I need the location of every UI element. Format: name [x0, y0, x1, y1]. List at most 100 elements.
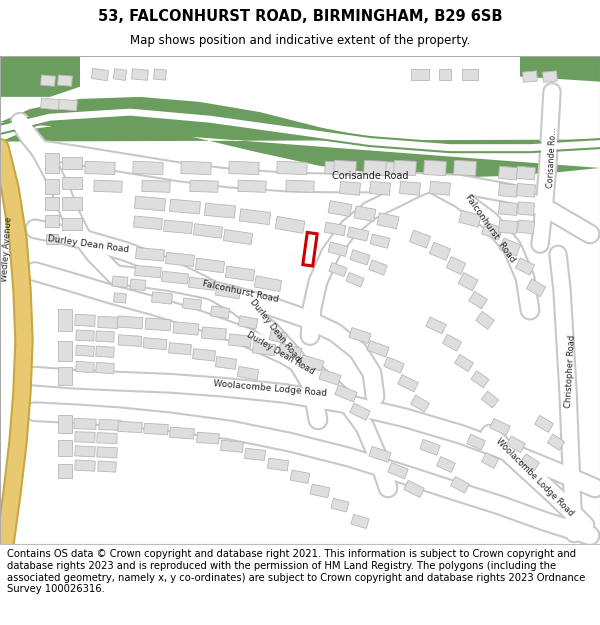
Polygon shape — [229, 334, 251, 348]
Polygon shape — [410, 395, 430, 412]
Polygon shape — [59, 99, 77, 111]
Polygon shape — [45, 214, 59, 227]
Polygon shape — [131, 69, 148, 80]
Polygon shape — [181, 161, 211, 174]
Polygon shape — [328, 201, 352, 216]
Polygon shape — [197, 432, 220, 444]
Polygon shape — [409, 230, 431, 248]
Polygon shape — [394, 160, 416, 176]
Polygon shape — [188, 277, 215, 291]
Polygon shape — [58, 75, 73, 86]
Polygon shape — [205, 203, 235, 218]
Polygon shape — [354, 206, 376, 221]
Polygon shape — [238, 316, 258, 329]
Polygon shape — [481, 452, 499, 468]
Polygon shape — [91, 68, 109, 81]
Polygon shape — [76, 330, 94, 341]
Text: Durley Dean Road: Durley Dean Road — [248, 298, 302, 363]
Polygon shape — [439, 69, 451, 79]
Polygon shape — [420, 439, 440, 455]
Polygon shape — [499, 166, 517, 180]
Polygon shape — [328, 242, 348, 256]
Polygon shape — [173, 322, 199, 335]
Polygon shape — [319, 369, 341, 385]
Polygon shape — [454, 160, 476, 176]
Polygon shape — [45, 179, 59, 194]
Polygon shape — [190, 180, 218, 192]
Polygon shape — [523, 71, 538, 82]
Polygon shape — [170, 199, 200, 214]
Text: Christopher Road: Christopher Road — [563, 334, 577, 408]
Polygon shape — [335, 385, 357, 402]
Polygon shape — [112, 276, 128, 288]
Polygon shape — [170, 427, 194, 439]
Polygon shape — [97, 432, 117, 444]
Polygon shape — [130, 279, 146, 291]
Polygon shape — [95, 346, 115, 358]
Polygon shape — [58, 415, 72, 433]
Polygon shape — [223, 229, 253, 244]
Polygon shape — [133, 161, 163, 174]
Polygon shape — [193, 349, 215, 361]
Polygon shape — [277, 161, 307, 174]
Polygon shape — [347, 227, 369, 241]
Polygon shape — [499, 184, 517, 197]
Polygon shape — [134, 266, 161, 278]
Polygon shape — [351, 514, 369, 529]
Polygon shape — [118, 335, 142, 346]
Polygon shape — [300, 355, 324, 371]
Polygon shape — [95, 362, 115, 374]
Polygon shape — [166, 253, 194, 266]
Text: Corisande Road: Corisande Road — [332, 171, 408, 181]
Polygon shape — [0, 97, 600, 178]
Polygon shape — [373, 161, 403, 174]
Polygon shape — [182, 298, 202, 310]
Polygon shape — [329, 262, 347, 277]
Polygon shape — [75, 446, 95, 457]
Polygon shape — [367, 341, 389, 357]
Polygon shape — [346, 272, 364, 287]
Polygon shape — [145, 318, 171, 331]
Polygon shape — [237, 366, 259, 380]
Polygon shape — [349, 328, 371, 344]
Polygon shape — [411, 69, 429, 79]
Polygon shape — [164, 220, 193, 234]
Polygon shape — [325, 161, 355, 174]
Polygon shape — [290, 470, 310, 483]
Polygon shape — [154, 69, 166, 80]
Polygon shape — [136, 248, 164, 261]
Text: Falconhurst Road: Falconhurst Road — [201, 279, 279, 304]
Polygon shape — [76, 345, 94, 356]
Polygon shape — [41, 75, 55, 86]
Polygon shape — [443, 334, 461, 351]
Polygon shape — [517, 166, 535, 180]
Polygon shape — [518, 202, 535, 216]
Polygon shape — [58, 367, 72, 385]
Polygon shape — [269, 329, 287, 344]
Polygon shape — [75, 314, 95, 326]
Polygon shape — [437, 457, 455, 472]
Polygon shape — [226, 266, 254, 281]
Polygon shape — [350, 403, 370, 420]
Polygon shape — [75, 432, 95, 442]
Polygon shape — [455, 354, 473, 372]
Polygon shape — [45, 198, 59, 209]
Polygon shape — [340, 181, 361, 195]
Polygon shape — [430, 181, 451, 195]
Polygon shape — [364, 160, 386, 176]
Polygon shape — [451, 476, 469, 493]
Polygon shape — [169, 342, 191, 355]
Polygon shape — [238, 180, 266, 192]
Polygon shape — [424, 160, 446, 176]
Polygon shape — [152, 292, 172, 304]
Polygon shape — [334, 160, 356, 176]
Polygon shape — [97, 447, 117, 458]
Polygon shape — [253, 342, 275, 356]
Polygon shape — [215, 356, 236, 369]
Polygon shape — [41, 98, 59, 110]
Text: Contains OS data © Crown copyright and database right 2021. This information is : Contains OS data © Crown copyright and d… — [7, 549, 586, 594]
Polygon shape — [331, 498, 349, 512]
Polygon shape — [239, 209, 271, 224]
Polygon shape — [221, 440, 244, 452]
Polygon shape — [471, 371, 489, 388]
